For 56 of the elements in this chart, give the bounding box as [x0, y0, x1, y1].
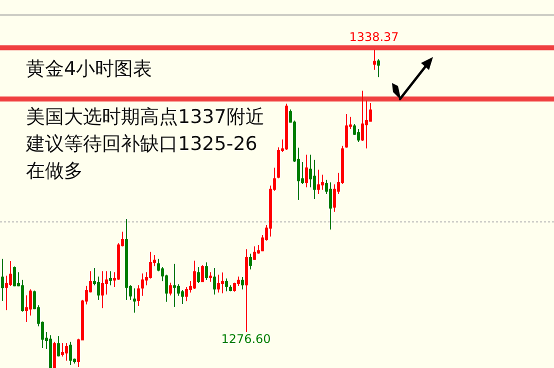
- candlestick: [61, 342, 64, 358]
- candlestick: [5, 275, 8, 311]
- candlestick: [329, 182, 332, 230]
- candlestick: [1, 258, 4, 302]
- candlestick: [361, 90, 364, 142]
- candlestick: [29, 288, 32, 316]
- candlestick: [65, 342, 68, 362]
- candlestick: [309, 154, 312, 188]
- annotation: 美国大选时期高点1337附近: [26, 105, 264, 130]
- candlestick: [321, 174, 324, 190]
- candlestick: [317, 169, 320, 194]
- candlestick: [305, 154, 308, 188]
- candlestick: [197, 266, 200, 284]
- annotation: 建议等待回补缺口1325-26: [26, 132, 258, 157]
- candlestick: [253, 246, 256, 260]
- candlestick: [25, 294, 28, 322]
- candlestick: [173, 263, 176, 308]
- candlestick: [9, 260, 12, 286]
- candlestick: [137, 284, 140, 306]
- candlestick: [169, 282, 172, 296]
- candlestick: [57, 336, 60, 358]
- candlestick: [205, 262, 208, 280]
- candlestick: [181, 290, 184, 305]
- candlestick: [69, 341, 72, 366]
- candlestick: [97, 276, 100, 300]
- annotation: 1276.60: [221, 332, 271, 346]
- candlestick: [225, 278, 228, 292]
- candlestick: [377, 58, 380, 78]
- candlestick: [357, 128, 360, 143]
- candlestick: [313, 159, 316, 200]
- candlestick: [249, 253, 252, 270]
- candlestick: [105, 270, 108, 295]
- annotation: 1338.37: [349, 30, 399, 44]
- candlestick: [213, 268, 216, 295]
- candlestick: [101, 270, 104, 309]
- candlestick: [301, 162, 304, 185]
- candlestick: [185, 286, 188, 302]
- candlestick: [373, 49, 376, 70]
- candlestick: [149, 251, 152, 280]
- candlestick: [209, 272, 212, 282]
- candlestick: [333, 184, 336, 212]
- candlestick: [141, 272, 144, 296]
- candlestick: [241, 276, 244, 290]
- candlestick: [193, 260, 196, 290]
- text: 黄金4小时图表: [26, 57, 152, 82]
- candlestick: [177, 284, 180, 296]
- candlestick: [217, 274, 220, 294]
- candlestick: [201, 264, 204, 282]
- candlestick: [365, 100, 368, 149]
- candlestick: [133, 288, 136, 314]
- annotation: 在做多: [26, 159, 84, 184]
- candlestick: [13, 266, 16, 287]
- candlestick: [345, 113, 348, 148]
- candlestick: [221, 272, 224, 294]
- candlestick: [369, 102, 372, 122]
- candlestick: [109, 270, 112, 286]
